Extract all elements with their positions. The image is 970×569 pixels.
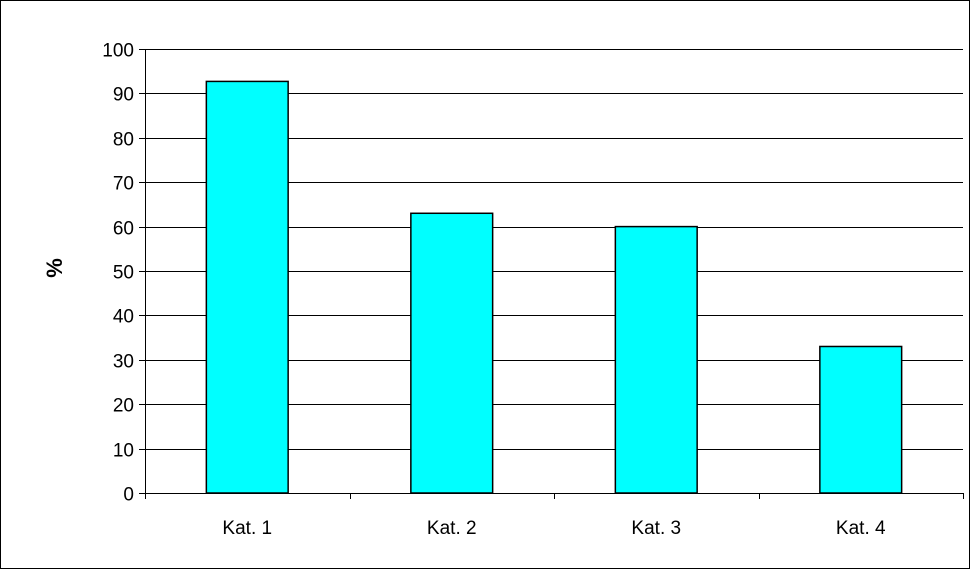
bar-2 (410, 212, 494, 494)
axis-labels: 0 10 20 30 40 50 60 70 80 90 100 Kat. 1 Kat. 2 Kat. 3… (102, 41, 886, 540)
bar-4 (819, 345, 903, 494)
y-tick-label: 10 (113, 441, 134, 462)
bar-1 (205, 80, 289, 494)
x-category-label: Kat. 3 (631, 518, 681, 539)
x-category-label: Kat. 2 (427, 518, 477, 539)
y-tick-label: 100 (102, 41, 134, 62)
y-tick-label: 70 (113, 174, 134, 195)
x-category-label: Kat. 4 (836, 518, 886, 539)
bars (205, 80, 903, 494)
y-axis-title: % (42, 258, 67, 278)
y-tick-label: 50 (113, 263, 134, 284)
y-tick-label: 30 (113, 352, 134, 373)
y-tick-label: 0 (123, 485, 134, 506)
x-category-label: Kat. 1 (222, 518, 272, 539)
y-tick-label: 40 (113, 307, 134, 328)
y-tick-label: 90 (113, 85, 134, 106)
bar-3 (614, 225, 698, 494)
y-tick-label: 20 (113, 396, 134, 417)
y-tick-label: 60 (113, 219, 134, 240)
y-tick-label: 80 (113, 130, 134, 151)
